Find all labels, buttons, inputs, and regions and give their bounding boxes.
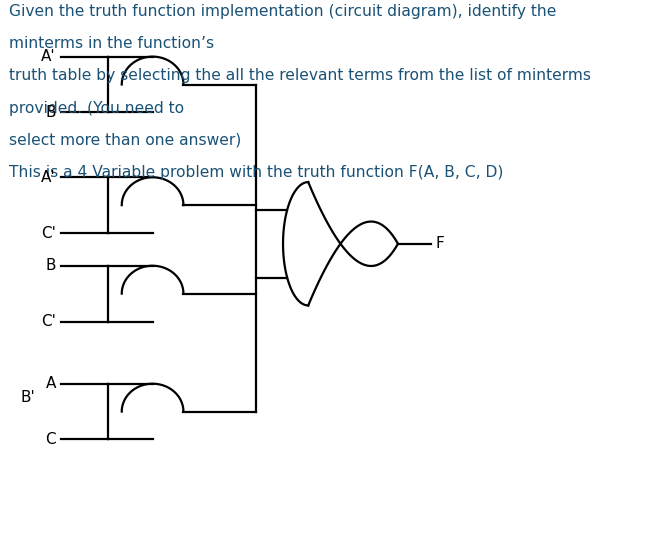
Text: provided. (You need to: provided. (You need to — [9, 101, 183, 115]
Text: B: B — [45, 258, 56, 273]
Text: F: F — [436, 236, 444, 251]
Text: C: C — [45, 432, 56, 447]
Text: minterms in the function’s: minterms in the function’s — [9, 36, 213, 51]
Text: A: A — [45, 376, 56, 391]
Text: B: B — [45, 105, 56, 120]
Text: B': B' — [21, 390, 35, 405]
Text: C': C' — [41, 225, 56, 240]
Text: select more than one answer): select more than one answer) — [9, 133, 241, 148]
Text: This is a 4 Variable problem with the truth function F(A, B, C, D): This is a 4 Variable problem with the tr… — [9, 165, 503, 180]
Text: C': C' — [41, 314, 56, 329]
Text: A': A' — [41, 49, 56, 64]
Text: Given the truth function implementation (circuit diagram), identify the: Given the truth function implementation … — [9, 4, 556, 19]
Text: A': A' — [41, 170, 56, 185]
Text: truth table by selecting the all the relevant terms from the list of minterms: truth table by selecting the all the rel… — [9, 68, 590, 84]
